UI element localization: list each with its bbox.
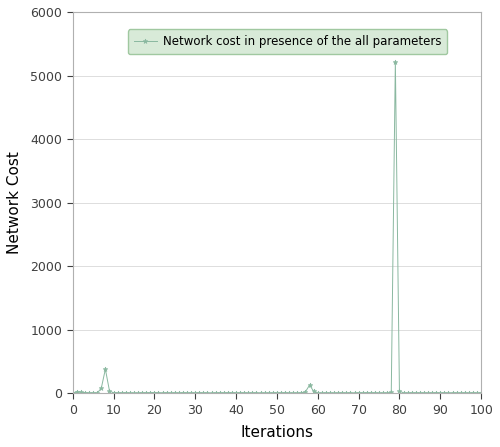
Network cost in presence of the all parameters — [356, 390, 362, 396]
Legend: Network cost in presence of the all parameters: Network cost in presence of the all para… — [128, 30, 448, 54]
Network cost in presence of the all parameters — [258, 391, 264, 396]
Network cost in presence of the all parameters — [392, 59, 398, 64]
Network cost in presence of the all parameters — [474, 391, 480, 396]
X-axis label: Iterations: Iterations — [240, 425, 314, 440]
Y-axis label: Network Cost: Network Cost — [7, 151, 22, 254]
Line: Network cost in presence of the all parameters: Network cost in presence of the all para… — [70, 59, 484, 396]
Network cost in presence of the all parameters — [70, 390, 75, 396]
Network cost in presence of the all parameters — [172, 390, 178, 396]
Network cost in presence of the all parameters — [98, 386, 104, 391]
Network cost in presence of the all parameters — [376, 391, 382, 396]
Network cost in presence of the all parameters — [314, 391, 320, 396]
Network cost in presence of the all parameters — [478, 390, 484, 396]
